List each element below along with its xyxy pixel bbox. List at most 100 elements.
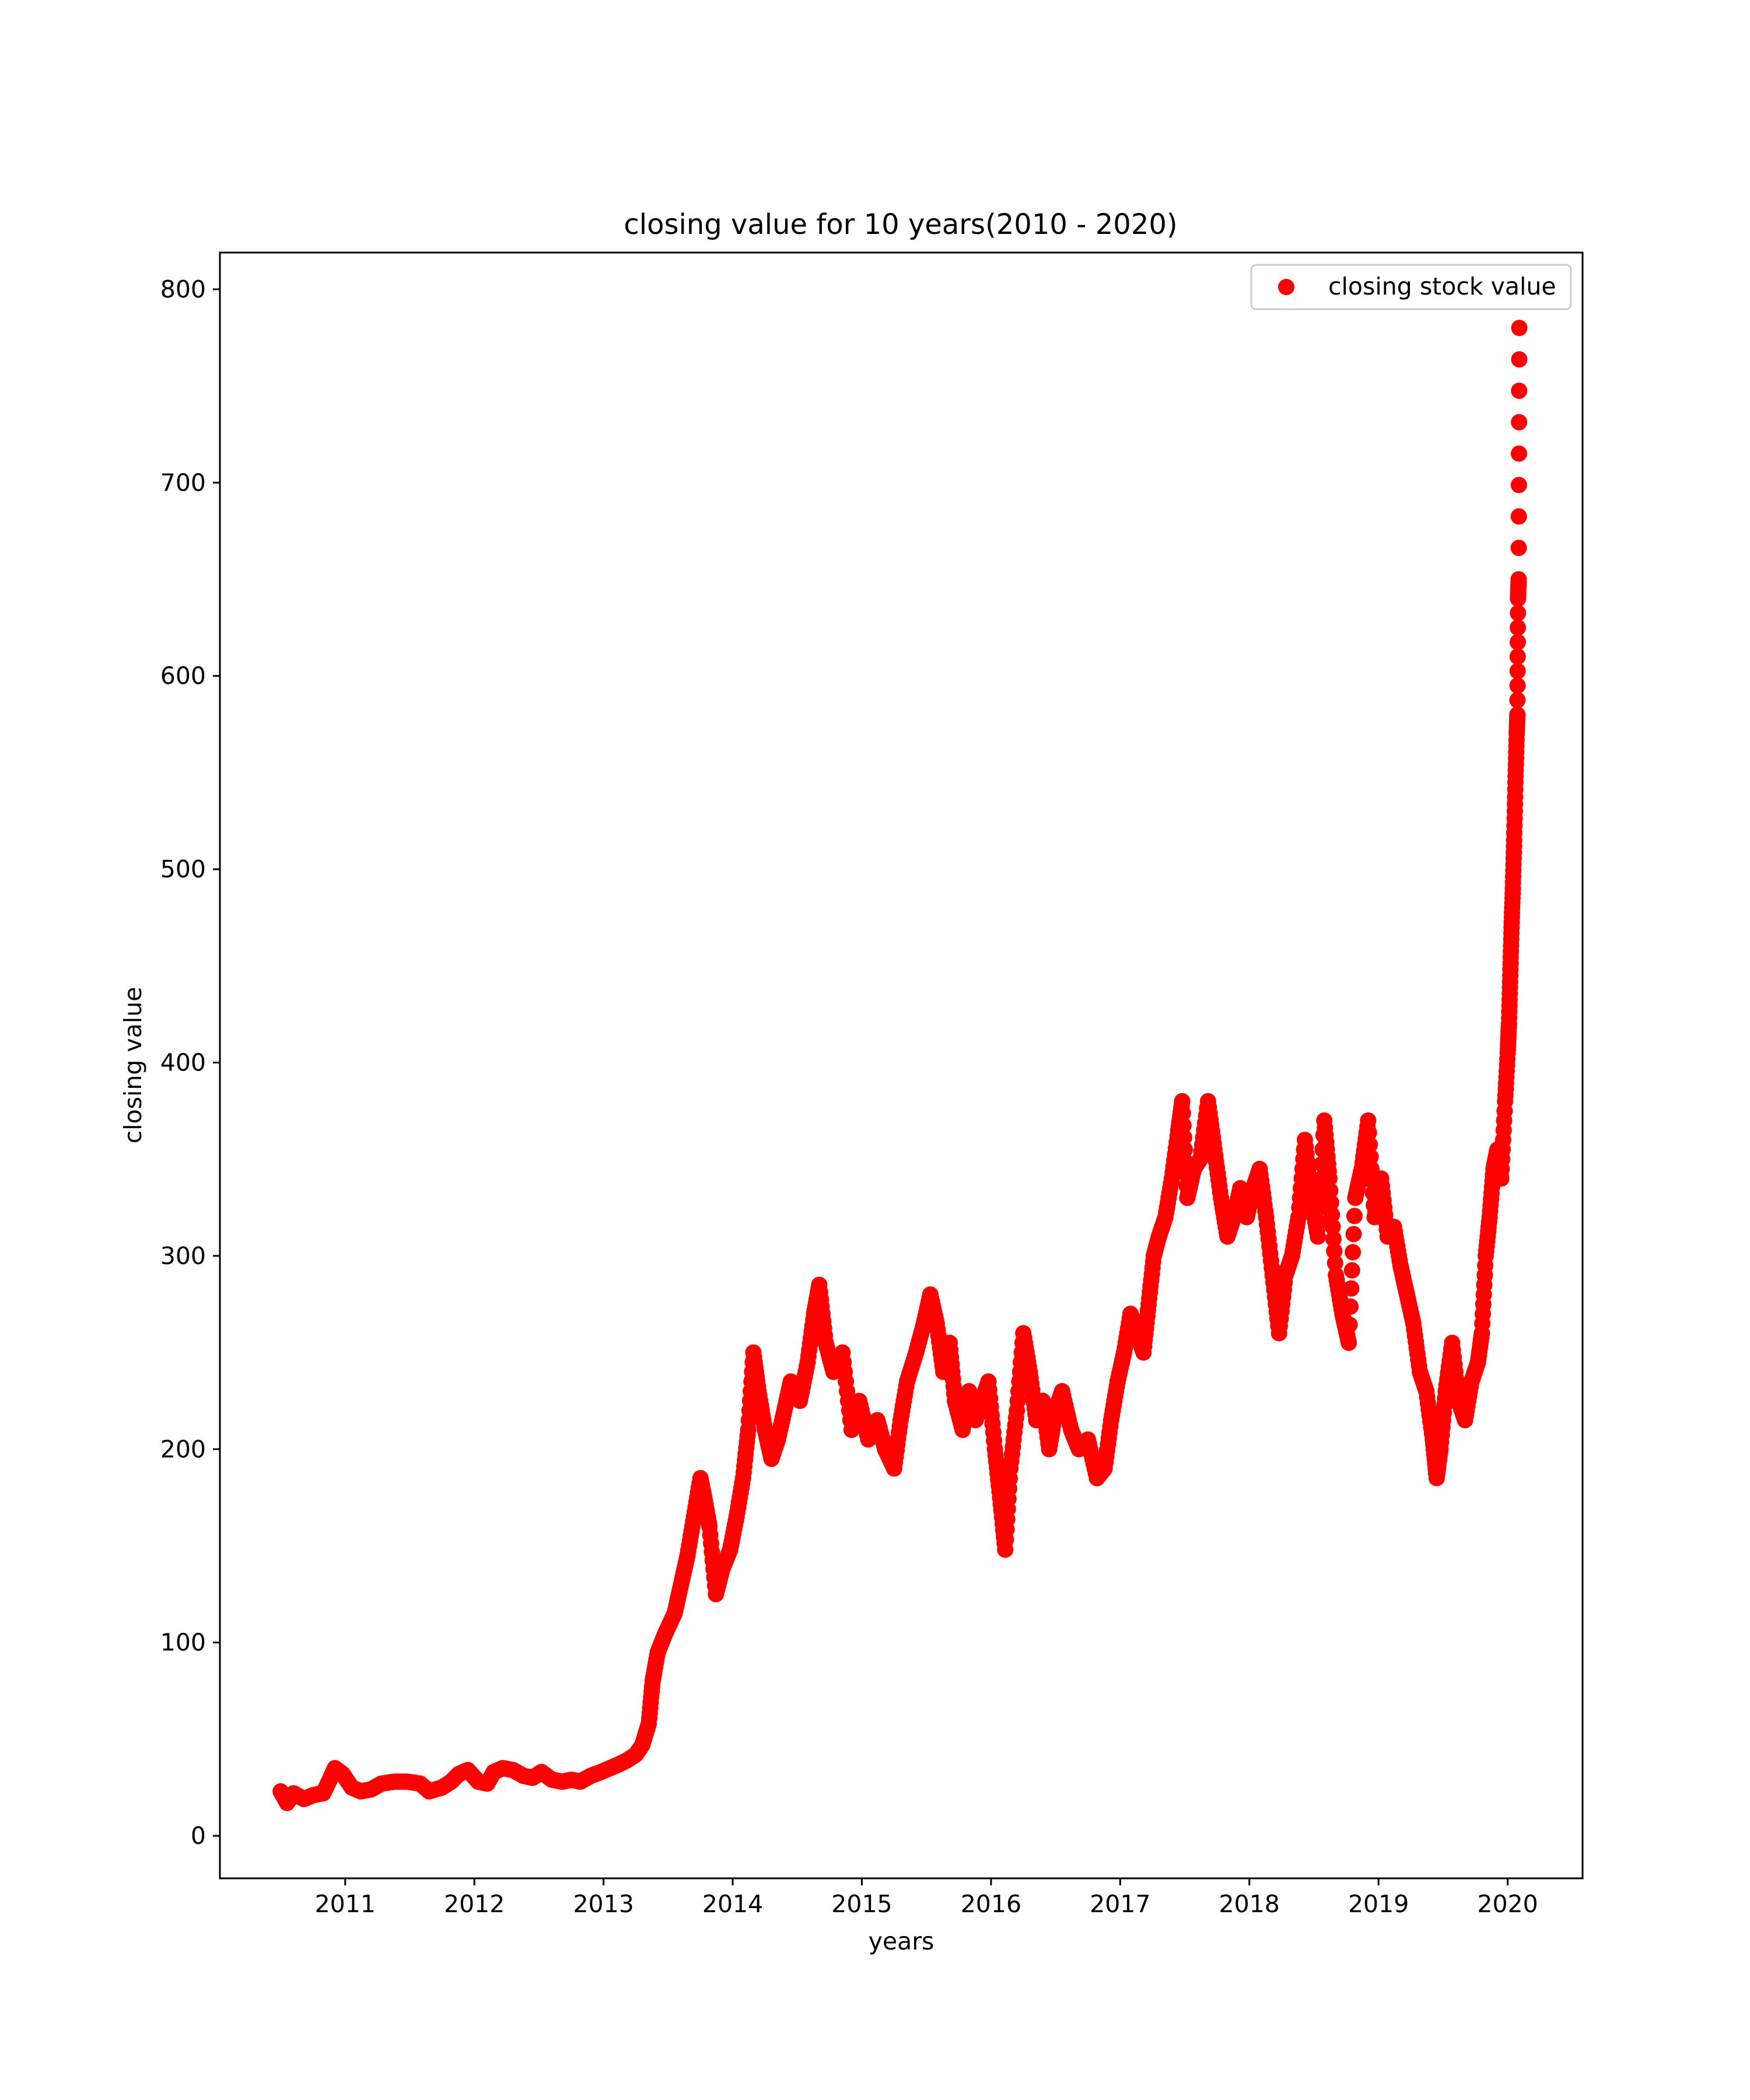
- data-point: [1392, 1257, 1409, 1274]
- y-tick-label: 200: [160, 1435, 206, 1463]
- data-point: [1145, 1247, 1162, 1264]
- data-point: [1510, 571, 1527, 588]
- data-point: [1506, 832, 1522, 849]
- data-point: [1063, 1422, 1080, 1438]
- data-point: [1015, 1325, 1032, 1342]
- data-point: [782, 1373, 799, 1390]
- data-point: [399, 1773, 416, 1790]
- data-point: [1080, 1431, 1096, 1448]
- data-point: [1041, 1441, 1058, 1458]
- data-point: [1450, 1392, 1467, 1409]
- data-point: [1034, 1392, 1051, 1409]
- data-point: [817, 1335, 834, 1351]
- data-point: [1054, 1382, 1070, 1399]
- data-point: [640, 1715, 657, 1732]
- data-point: [1174, 1093, 1191, 1110]
- data-point: [1129, 1325, 1146, 1342]
- y-axis-label: closing value: [119, 987, 147, 1144]
- data-point: [1264, 1267, 1281, 1284]
- data-point-fill: [1360, 1124, 1377, 1141]
- data-point: [1251, 1160, 1268, 1177]
- x-tick-label: 2011: [315, 1890, 376, 1918]
- data-point: [843, 1422, 860, 1438]
- x-tick-label: 2017: [1090, 1890, 1150, 1918]
- y-tick-label: 0: [191, 1822, 206, 1850]
- x-tick-label: 2013: [573, 1890, 634, 1918]
- data-point: [1499, 1045, 1516, 1061]
- data-point-fill: [1310, 1213, 1327, 1230]
- legend-box: [1250, 264, 1572, 310]
- data-point: [1477, 1247, 1494, 1264]
- data-point-fill: [1324, 1219, 1341, 1236]
- data-point: [1109, 1373, 1126, 1390]
- data-point: [1150, 1228, 1167, 1245]
- data-point: [908, 1344, 925, 1361]
- data-point-fill: [1511, 351, 1528, 368]
- data-point: [946, 1392, 963, 1409]
- data-point: [1277, 1267, 1294, 1284]
- data-point: [386, 1773, 402, 1790]
- data-point: [740, 1422, 757, 1438]
- data-point: [1096, 1460, 1113, 1477]
- chart-title: closing value for 10 years(2010 - 2020): [624, 208, 1177, 241]
- data-point: [922, 1286, 939, 1303]
- data-point-fill: [1510, 619, 1526, 636]
- data-point-fill: [1345, 1226, 1362, 1242]
- data-point: [961, 1382, 978, 1399]
- data-point-fill: [1174, 1105, 1191, 1122]
- data-point: [1009, 1402, 1026, 1419]
- data-point: [1509, 706, 1526, 723]
- y-tick-label: 100: [160, 1629, 206, 1657]
- data-point: [722, 1541, 738, 1558]
- data-point: [701, 1518, 718, 1535]
- data-point: [1481, 1209, 1498, 1226]
- data-point: [1206, 1141, 1223, 1158]
- data-point: [657, 1625, 674, 1642]
- data-point: [315, 1785, 332, 1802]
- data-point: [915, 1315, 932, 1332]
- data-point: [860, 1431, 877, 1448]
- data-point: [869, 1412, 886, 1429]
- legend-label: closing stock value: [1328, 272, 1556, 300]
- y-tick-label: 600: [160, 662, 206, 690]
- legend: closing stock value: [1250, 264, 1572, 310]
- data-point: [1002, 1460, 1019, 1477]
- data-point: [1135, 1344, 1152, 1361]
- data-point: [1163, 1170, 1180, 1187]
- x-axis-label: years: [869, 1927, 935, 1955]
- data-point: [1366, 1209, 1383, 1226]
- data-point: [928, 1315, 945, 1332]
- data-point-fill: [1343, 1280, 1360, 1297]
- data-point: [1157, 1209, 1174, 1226]
- data-point: [673, 1576, 690, 1593]
- data-point: [1179, 1189, 1196, 1206]
- y-tick-label: 400: [160, 1049, 206, 1077]
- data-point: [1428, 1470, 1445, 1486]
- x-tick-label: 2020: [1477, 1890, 1538, 1918]
- data-point-fill: [1509, 692, 1526, 709]
- x-tick-label: 2016: [961, 1890, 1021, 1918]
- data-point: [750, 1382, 767, 1399]
- legend-marker: [1278, 279, 1294, 295]
- data-point-fill: [1346, 1208, 1363, 1224]
- data-point: [679, 1547, 696, 1564]
- data-point: [1502, 967, 1518, 984]
- data-point: [634, 1737, 650, 1754]
- data-point: [877, 1441, 894, 1458]
- data-point: [1508, 726, 1525, 743]
- data-point: [1385, 1219, 1402, 1236]
- data-point: [1418, 1382, 1435, 1399]
- data-point-fill: [1510, 605, 1527, 621]
- y-tick-label: 500: [160, 855, 206, 883]
- data-point: [1321, 1170, 1338, 1187]
- data-point: [792, 1392, 808, 1409]
- data-point: [1258, 1209, 1275, 1226]
- data-point: [1511, 320, 1528, 337]
- data-point: [460, 1762, 477, 1779]
- y-tick-label: 700: [160, 468, 206, 496]
- data-point: [696, 1489, 713, 1506]
- data-point: [334, 1766, 351, 1782]
- data-point: [1140, 1296, 1157, 1312]
- data-point: [806, 1306, 822, 1322]
